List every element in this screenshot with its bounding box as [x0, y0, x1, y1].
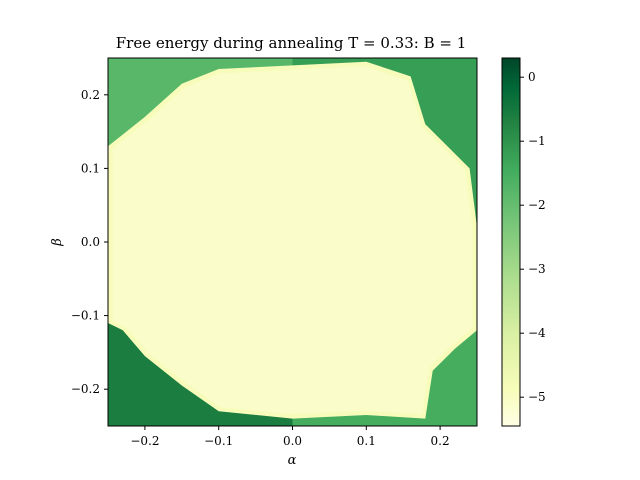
colorbar-tick-label: 0 — [528, 70, 536, 84]
y-tick-label: 0.1 — [81, 161, 100, 175]
x-axis-label: α — [288, 453, 297, 468]
y-tick-label: 0.2 — [81, 88, 100, 102]
y-axis-label: β — [50, 238, 65, 247]
x-tick-label: 0.0 — [283, 434, 302, 448]
colorbar-ticks: 0 −1 −2 −3 −4 −5 — [520, 70, 546, 404]
x-tick-label: −0.2 — [130, 434, 159, 448]
y-axis: −0.2 −0.1 0.0 0.1 0.2 — [71, 88, 108, 396]
y-tick-label: 0.0 — [81, 235, 100, 249]
colorbar-tick-label: −5 — [528, 390, 546, 404]
colorbar-tick-label: −1 — [528, 134, 546, 148]
heatmap-image — [108, 58, 477, 426]
plot-area — [107, 57, 478, 427]
x-axis: −0.2 −0.1 0.0 0.1 0.2 — [130, 426, 450, 448]
colorbar-gradient — [501, 57, 521, 427]
colorbar: 0 −1 −2 −3 −4 −5 — [501, 57, 546, 427]
y-tick-label: −0.1 — [71, 309, 100, 323]
x-tick-label: 0.1 — [357, 434, 376, 448]
colorbar-tick-label: −3 — [528, 262, 546, 276]
y-tick-label: −0.2 — [71, 382, 100, 396]
colorbar-tick-label: −4 — [528, 326, 546, 340]
heatmap-low-energy-region — [112, 66, 473, 415]
chart-title: Free energy during annealing T = 0.33: B… — [116, 34, 467, 52]
x-tick-label: −0.1 — [204, 434, 233, 448]
x-tick-label: 0.2 — [431, 434, 450, 448]
colorbar-tick-label: −2 — [528, 198, 546, 212]
